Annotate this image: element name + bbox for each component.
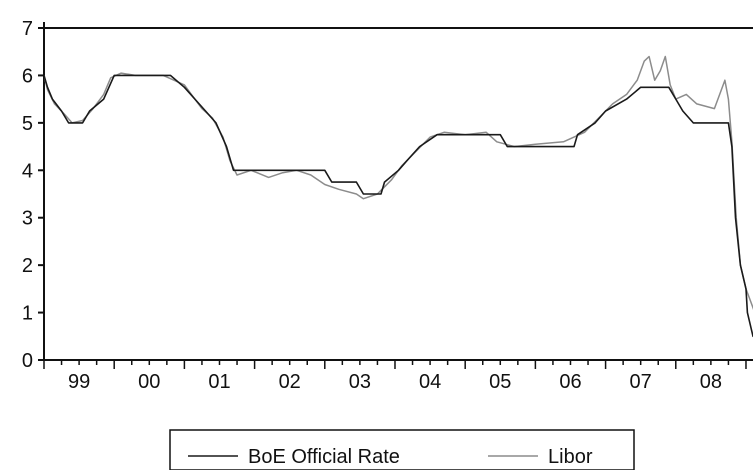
y-tick-label: 2 <box>22 255 33 277</box>
x-tick-label: 00 <box>138 371 160 393</box>
x-tick-label: 01 <box>208 371 230 393</box>
y-tick-label: 7 <box>22 18 33 40</box>
series-line-libor <box>44 55 753 310</box>
series-line-boe-official-rate <box>44 74 753 338</box>
y-axis: 0 1 2 3 4 5 6 7 <box>22 18 44 372</box>
x-tick-label: 02 <box>279 371 301 393</box>
y-tick-label: 4 <box>22 160 33 182</box>
legend-label: BoE Official Rate <box>248 446 400 468</box>
x-tick-label: 04 <box>419 371 441 393</box>
y-tick-label: 3 <box>22 208 33 230</box>
plot-frame <box>43 22 753 361</box>
x-axis: 99 00 01 02 03 04 05 06 07 08 <box>43 360 747 393</box>
series-layer <box>44 55 753 338</box>
x-tick-label: 08 <box>700 371 722 393</box>
y-tick-label: 5 <box>22 113 33 135</box>
y-tick-label: 0 <box>22 350 33 372</box>
x-tick-label: 03 <box>349 371 371 393</box>
legend-label: Libor <box>548 446 593 468</box>
y-tick-label: 1 <box>22 303 33 325</box>
x-tick-label: 07 <box>630 371 652 393</box>
legend-box <box>169 429 635 470</box>
x-tick-label: 99 <box>68 371 90 393</box>
y-tick-label: 6 <box>22 65 33 87</box>
legend: BoE Official Rate Libor <box>169 429 635 470</box>
x-tick-label: 06 <box>559 371 581 393</box>
x-tick-label: 05 <box>489 371 511 393</box>
